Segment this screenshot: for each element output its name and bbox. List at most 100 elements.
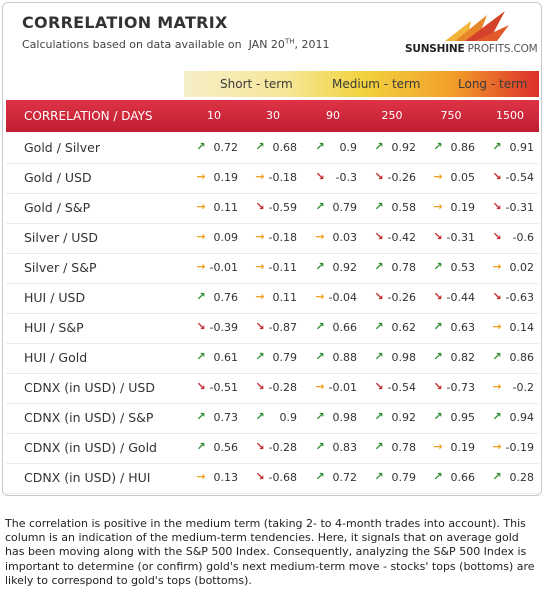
correlation-value: -0.68 (268, 471, 297, 484)
correlation-value: -0.51 (209, 381, 238, 394)
correlation-value: 0.76 (213, 291, 239, 304)
correlation-cell: → 0.13 (185, 463, 244, 493)
correlation-cell: ↗ 0.88 (304, 343, 363, 373)
trend-up-arrow-icon: ↗ (196, 350, 206, 363)
trend-up-arrow-icon: ↗ (374, 200, 384, 213)
trend-side-arrow-icon: → (433, 440, 443, 453)
correlation-cell: ↘ -0.28 (244, 373, 303, 403)
trend-up-arrow-icon: ↗ (492, 350, 502, 363)
correlation-cell: → -0.19 (481, 433, 540, 463)
trend-down-arrow-icon: ↘ (492, 170, 502, 183)
correlation-cell: ↘ -0.54 (363, 373, 422, 403)
trend-up-arrow-icon: ↗ (433, 410, 443, 423)
correlation-value: -0.04 (328, 291, 357, 304)
correlation-cell: → 0.11 (185, 193, 244, 223)
trend-down-arrow-icon: ↘ (196, 320, 206, 333)
trend-down-arrow-icon: ↘ (255, 320, 265, 333)
row-label: Gold / Silver (24, 140, 101, 155)
row-label: HUI / Gold (24, 350, 88, 365)
trend-up-arrow-icon: ↗ (433, 470, 443, 483)
sunshine-profits-logo[interactable]: SUNSHINE PROFITS.COM (405, 9, 538, 61)
trend-side-arrow-icon: → (196, 230, 206, 243)
table-row: Silver / USD → 0.09 → -0.18 → 0.03 ↘ -0.42 ↘ -0.31… (6, 223, 539, 254)
subtitle: Calculations based on data available on … (22, 38, 329, 51)
correlation-cell: ↘ -0.26 (363, 163, 422, 193)
correlation-cell: ↘ -0.44 (422, 283, 481, 313)
trend-down-arrow-icon: ↘ (374, 380, 384, 393)
correlation-value: 0.72 (213, 141, 239, 154)
correlation-cell: → 0.19 (422, 193, 481, 223)
correlation-cell: ↗ 0.68 (244, 133, 303, 163)
correlation-value: 0.68 (272, 141, 298, 154)
row-label: Silver / S&P (24, 260, 97, 275)
correlation-value: 0.91 (509, 141, 535, 154)
correlation-value: 0.02 (509, 261, 535, 274)
note-text: The correlation is positive in the mediu… (5, 517, 535, 587)
logo-wordmark: SUNSHINE PROFITS.COM (405, 43, 538, 55)
correlation-cell: → 0.02 (481, 253, 540, 283)
trend-down-arrow-icon: ↘ (374, 170, 384, 183)
trend-up-arrow-icon: ↗ (196, 290, 206, 303)
correlation-cell: → -0.18 (244, 223, 303, 253)
correlation-cell: ↗ 0.98 (304, 403, 363, 433)
correlation-cell: → 0.05 (422, 163, 481, 193)
trend-down-arrow-icon: ↘ (255, 440, 265, 453)
trend-up-arrow-icon: ↗ (374, 140, 384, 153)
trend-down-arrow-icon: ↘ (433, 290, 443, 303)
correlation-cell: ↘ -0.6 (481, 223, 540, 253)
correlation-cell: ↘ -0.63 (481, 283, 540, 313)
trend-up-arrow-icon: ↗ (315, 470, 325, 483)
correlation-value: 0.82 (450, 351, 476, 364)
day-header-250: 250 (381, 109, 403, 122)
correlation-cell: ↗ 0.9 (244, 403, 303, 433)
trend-side-arrow-icon: → (255, 230, 265, 243)
correlation-value: 0.14 (509, 321, 535, 334)
correlation-cell: → 0.19 (185, 163, 244, 193)
correlation-days-label: CORRELATION / DAYS (24, 109, 153, 123)
correlation-cell: ↘ -0.3 (304, 163, 363, 193)
trend-down-arrow-icon: ↘ (374, 290, 384, 303)
subtitle-date-suffix: TH (284, 37, 295, 46)
correlation-value: 0.92 (391, 141, 417, 154)
correlation-value: 0.86 (509, 351, 535, 364)
sunburst-icon (445, 11, 509, 41)
correlation-cell: ↗ 0.79 (244, 343, 303, 373)
correlation-value: 0.61 (213, 351, 239, 364)
correlation-cell: ↘ -0.28 (244, 433, 303, 463)
trend-up-arrow-icon: ↗ (374, 260, 384, 273)
explanation-note: The correlation is positive in the mediu… (5, 517, 535, 588)
table-row: HUI / Gold ↗ 0.61 ↗ 0.79 ↗ 0.88 ↗ 0.98 ↗ 0.82 ↗ 0.86 (6, 343, 539, 374)
correlation-cell: ↗ 0.9 (304, 133, 363, 163)
correlation-value: 0.53 (450, 261, 476, 274)
day-header-10: 10 (207, 109, 221, 122)
correlation-cell: ↗ 0.53 (422, 253, 481, 283)
table-row: Gold / USD → 0.19 → -0.18 ↘ -0.3 ↘ -0.26 → 0.05 ↘ -0… (6, 163, 539, 194)
correlation-cell: → -0.01 (185, 253, 244, 283)
table-row: HUI / S&P ↘ -0.39 ↘ -0.87 ↗ 0.66 ↗ 0.62 ↗ 0.63 → 0.1… (6, 313, 539, 344)
trend-side-arrow-icon: → (315, 230, 325, 243)
correlation-value: 0.63 (450, 321, 476, 334)
trend-side-arrow-icon: → (492, 440, 502, 453)
correlation-cell: ↘ -0.51 (185, 373, 244, 403)
correlation-cell: ↗ 0.58 (363, 193, 422, 223)
trend-down-arrow-icon: ↘ (492, 200, 502, 213)
correlation-cell: ↗ 0.92 (304, 253, 363, 283)
correlation-value: 0.05 (450, 171, 476, 184)
correlation-value: 0.66 (332, 321, 358, 334)
correlation-value: -0.63 (505, 291, 534, 304)
correlation-value: 0.58 (391, 201, 417, 214)
subtitle-date: JAN 20 (248, 38, 285, 51)
trend-up-arrow-icon: ↗ (374, 440, 384, 453)
correlation-cell: ↗ 0.66 (422, 463, 481, 493)
row-label: CDNX (in USD) / Gold (24, 440, 157, 455)
correlation-cell: ↗ 0.28 (481, 463, 540, 493)
correlation-cell: ↗ 0.56 (185, 433, 244, 463)
row-label: Gold / USD (24, 170, 92, 185)
row-label: HUI / S&P (24, 320, 84, 335)
correlation-value: -0.31 (505, 201, 534, 214)
correlation-value: -0.44 (446, 291, 475, 304)
correlation-value: 0.56 (213, 441, 239, 454)
trend-up-arrow-icon: ↗ (433, 350, 443, 363)
trend-up-arrow-icon: ↗ (315, 320, 325, 333)
correlation-cell: ↘ -0.59 (244, 193, 303, 223)
